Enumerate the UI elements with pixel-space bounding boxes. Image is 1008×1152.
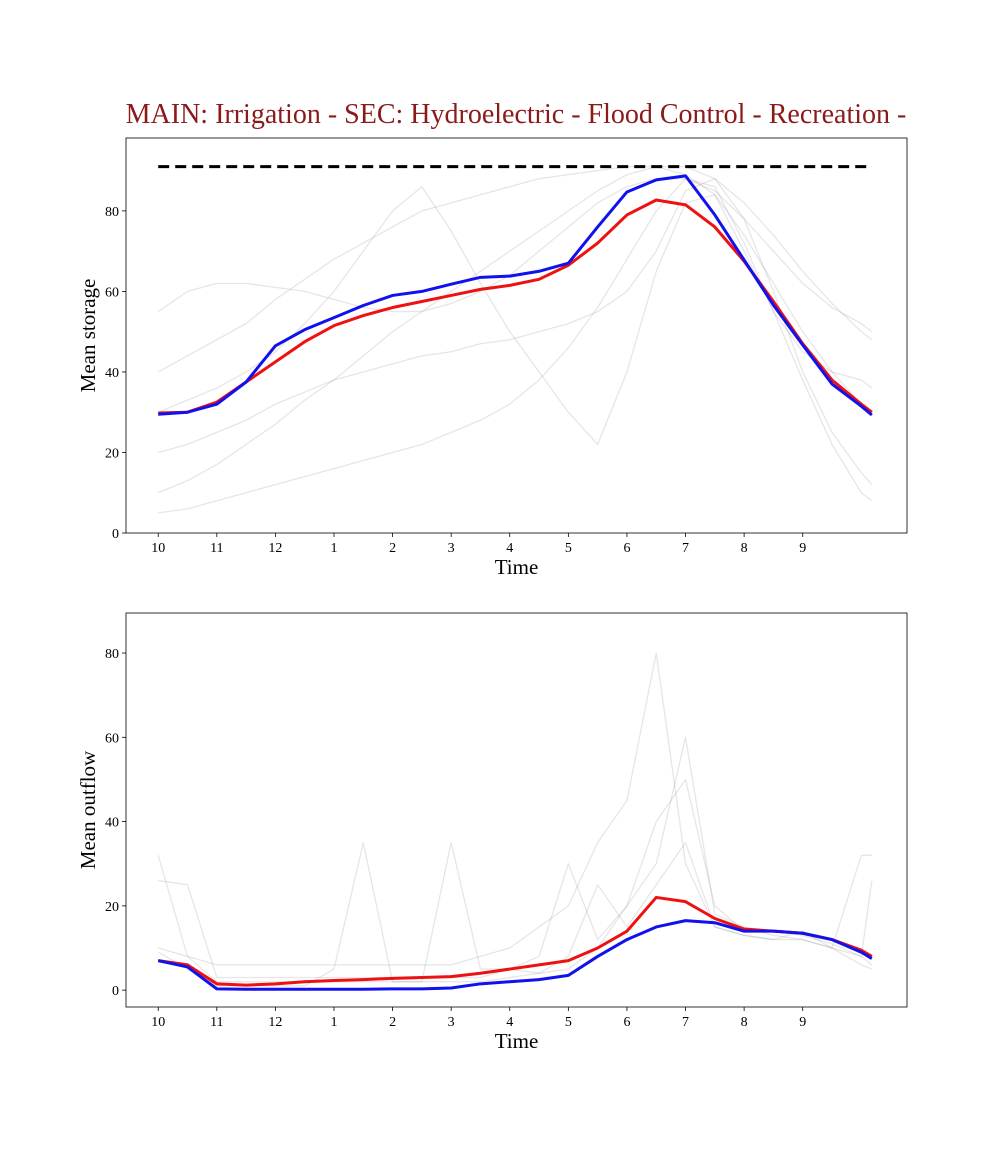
x-tick-label: 8 [741, 1015, 748, 1030]
x-tick-label: 11 [210, 541, 223, 556]
x-tick-label: 5 [565, 1015, 572, 1030]
series-line [158, 198, 873, 415]
series-line [158, 842, 872, 983]
x-tick-label: 4 [506, 1015, 513, 1030]
y-tick-label: 80 [105, 647, 119, 662]
x-tick-label: 1 [330, 541, 337, 556]
y-tick-label: 80 [105, 205, 119, 220]
axes-frame [125, 612, 908, 1008]
y-tick-label: 40 [105, 366, 119, 381]
series-line [158, 174, 873, 417]
series-line [157, 178, 873, 333]
series-line [158, 736, 873, 979]
x-tick-label: 11 [210, 1015, 223, 1030]
x-tick-label: 10 [151, 541, 165, 556]
x-tick-label: 1 [330, 1015, 337, 1030]
y-tick-label: 40 [105, 816, 119, 831]
x-tick-label: 3 [448, 1015, 455, 1030]
y-tick-label: 20 [105, 900, 119, 915]
x-tick-label: 8 [741, 541, 748, 556]
y-tick-label: 60 [105, 731, 119, 746]
y-tick-label: 0 [112, 984, 119, 999]
x-tick-label: 10 [151, 1015, 165, 1030]
y-axis-label: Mean storage [76, 279, 100, 393]
y-tick-label: 60 [105, 285, 119, 300]
series-line [157, 652, 873, 966]
series-line [158, 178, 873, 514]
plot-area [157, 165, 873, 514]
y-tick-label: 20 [105, 446, 119, 461]
series-line [157, 919, 873, 991]
y-tick-label: 0 [112, 527, 119, 542]
x-tick-label: 6 [623, 541, 630, 556]
x-tick-label: 4 [506, 541, 513, 556]
series-line [157, 165, 873, 494]
x-tick-label: 9 [799, 1015, 806, 1030]
x-tick-label: 2 [389, 1015, 396, 1030]
plot-area [157, 652, 873, 991]
x-tick-label: 2 [389, 541, 396, 556]
x-tick-label: 9 [799, 541, 806, 556]
axes-frame [125, 137, 908, 534]
x-tick-label: 7 [682, 541, 689, 556]
x-axis-label: Time [495, 1029, 539, 1053]
x-tick-label: 3 [448, 541, 455, 556]
series-line [158, 895, 873, 987]
y-axis-label: Mean outflow [76, 750, 100, 869]
x-tick-label: 5 [565, 541, 572, 556]
x-axis-label: Time [495, 555, 539, 579]
x-tick-label: 12 [268, 541, 282, 556]
x-tick-label: 12 [268, 1015, 282, 1030]
series-line [157, 165, 873, 413]
x-tick-label: 7 [682, 1015, 689, 1030]
chart-title: MAIN: Irrigation - SEC: Hydroelectric - … [126, 99, 907, 130]
x-tick-label: 6 [623, 1015, 630, 1030]
series-line [157, 186, 873, 446]
series-line [158, 178, 873, 486]
series-line [157, 778, 873, 987]
